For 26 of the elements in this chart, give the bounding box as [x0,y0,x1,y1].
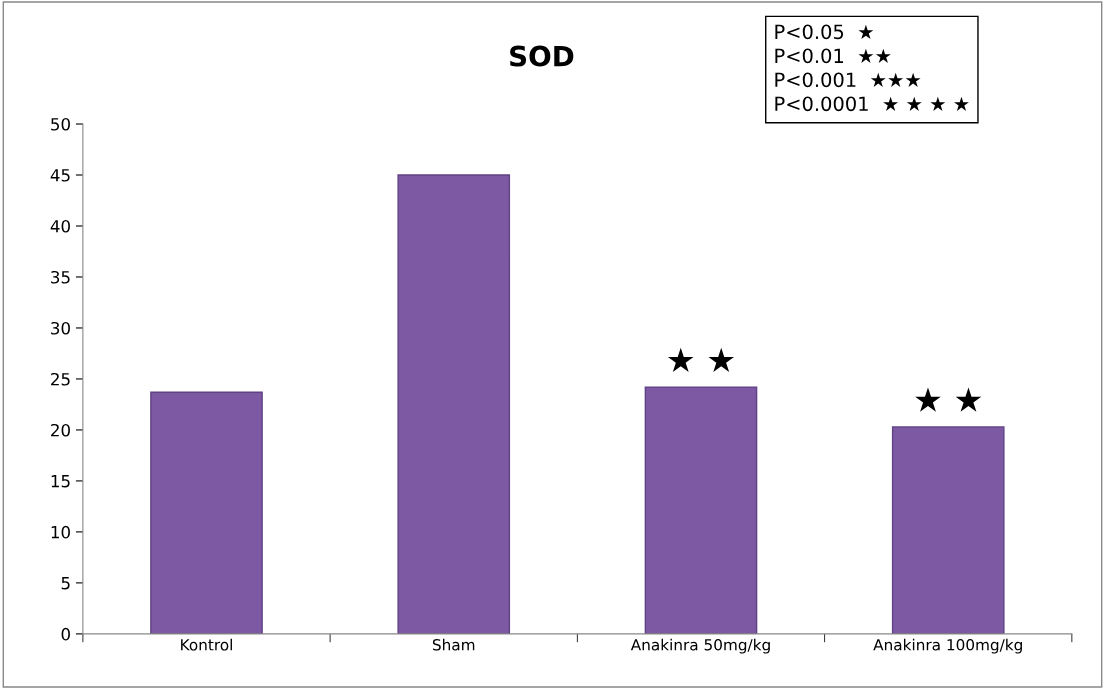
bar [891,426,1005,634]
y-tick-label: 20 [51,423,70,437]
x-tick-label: Kontrol [181,638,232,651]
y-tick-label: 15 [51,475,70,488]
y-tick-label: 0 [61,627,70,641]
y-tick-label: 50 [51,117,70,131]
text: P<0.05 ★ [775,24,874,40]
x-tick-label: Anakinra 50mg/kg [630,638,770,654]
text: P<0.0001 ★ ★ ★ ★ [775,96,969,112]
annotation: ★ ★ [667,347,734,372]
bar [397,174,511,634]
x-tick-label: Sham [432,638,475,651]
bar [150,391,263,634]
text: P<0.01 ★★ [775,48,891,64]
text: P<0.001 ★★★ [775,72,921,88]
y-tick-label: 25 [51,372,70,386]
y-tick-label: 35 [51,270,70,284]
annotation: ★ ★ [915,387,982,412]
y-tick-label: 30 [51,321,70,335]
x-tick-label: Anakinra 100mg/kg [873,638,1022,654]
chart-title: SOD [510,45,574,67]
y-tick-label: 10 [51,525,70,539]
y-tick-label: 45 [50,169,70,182]
bar [644,386,758,634]
y-tick-label: 5 [61,577,70,590]
y-tick-label: 40 [50,219,70,233]
